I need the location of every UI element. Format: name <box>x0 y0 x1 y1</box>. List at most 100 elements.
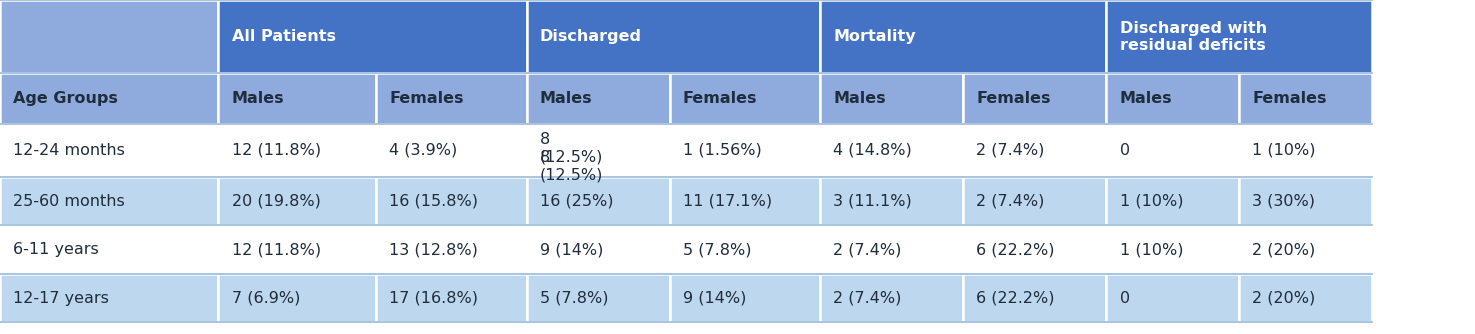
Bar <box>820 225 963 274</box>
Bar <box>1239 322 1372 334</box>
Bar <box>963 225 1106 274</box>
Bar <box>670 177 820 225</box>
Text: 25-60 months: 25-60 months <box>13 194 125 209</box>
Bar <box>376 73 527 124</box>
Text: 16 (15.8%): 16 (15.8%) <box>389 194 478 209</box>
Text: 7 (6.9%): 7 (6.9%) <box>232 291 299 306</box>
Bar <box>1106 124 1239 177</box>
Bar <box>527 322 670 334</box>
Text: Females: Females <box>683 91 758 106</box>
Bar <box>218 322 376 334</box>
Bar <box>0 225 218 274</box>
Bar <box>0 177 218 225</box>
Bar <box>527 124 670 177</box>
Bar <box>527 225 670 274</box>
Text: Females: Females <box>389 91 465 106</box>
Text: 1 (10%): 1 (10%) <box>1120 242 1183 257</box>
Bar <box>1239 225 1372 274</box>
Text: 11 (17.1%): 11 (17.1%) <box>683 194 771 209</box>
Text: All Patients: All Patients <box>232 29 336 44</box>
Text: 2 (7.4%): 2 (7.4%) <box>833 291 901 306</box>
Text: 0: 0 <box>1120 291 1130 306</box>
Bar <box>1106 225 1239 274</box>
Bar <box>218 274 376 322</box>
Bar <box>820 73 963 124</box>
Bar <box>670 73 820 124</box>
Text: Mortality: Mortality <box>833 29 916 44</box>
Text: 12-17 years: 12-17 years <box>13 291 109 306</box>
Text: 2 (20%): 2 (20%) <box>1252 291 1316 306</box>
Bar <box>527 177 670 225</box>
Bar <box>670 322 820 334</box>
Bar <box>670 274 820 322</box>
Text: 2 (20%): 2 (20%) <box>1252 242 1316 257</box>
Text: 9 (14%): 9 (14%) <box>540 242 603 257</box>
Text: 6-11 years: 6-11 years <box>13 242 99 257</box>
Bar <box>670 124 820 177</box>
Text: 1 (10%): 1 (10%) <box>1120 194 1183 209</box>
Bar <box>376 322 527 334</box>
Bar <box>1239 73 1372 124</box>
Bar <box>218 0 527 73</box>
Bar <box>527 0 820 73</box>
Text: 8
(12.5%): 8 (12.5%) <box>540 150 603 183</box>
Bar <box>1239 124 1372 177</box>
Text: 0: 0 <box>1120 143 1130 158</box>
Text: Age Groups: Age Groups <box>13 91 118 106</box>
Bar <box>0 73 218 124</box>
Text: 16 (25%): 16 (25%) <box>540 194 614 209</box>
Bar <box>1106 0 1372 73</box>
Bar <box>1106 177 1239 225</box>
Bar <box>527 274 670 322</box>
Text: 12-24 months: 12-24 months <box>13 143 125 158</box>
Text: Males: Males <box>540 91 593 106</box>
Bar <box>218 225 376 274</box>
Text: 2 (7.4%): 2 (7.4%) <box>976 194 1044 209</box>
Bar <box>0 0 218 73</box>
Text: 20 (19.8%): 20 (19.8%) <box>232 194 320 209</box>
Bar <box>820 322 963 334</box>
Text: 6 (22.2%): 6 (22.2%) <box>976 291 1055 306</box>
Text: 2 (7.4%): 2 (7.4%) <box>976 143 1044 158</box>
Bar <box>1106 73 1239 124</box>
Bar <box>376 274 527 322</box>
Text: 3 (11.1%): 3 (11.1%) <box>833 194 912 209</box>
Bar <box>1239 177 1372 225</box>
Bar <box>820 124 963 177</box>
Text: 12 (11.8%): 12 (11.8%) <box>232 242 320 257</box>
Text: 2 (7.4%): 2 (7.4%) <box>833 242 901 257</box>
Bar <box>1106 274 1239 322</box>
Text: 17 (16.8%): 17 (16.8%) <box>389 291 478 306</box>
Text: Males: Males <box>232 91 285 106</box>
Bar <box>0 274 218 322</box>
Text: 6 (22.2%): 6 (22.2%) <box>976 242 1055 257</box>
Bar <box>1106 322 1239 334</box>
Bar <box>376 225 527 274</box>
Bar <box>963 177 1106 225</box>
Text: 13 (12.8%): 13 (12.8%) <box>389 242 478 257</box>
Text: Males: Males <box>833 91 886 106</box>
Text: 5 (7.8%): 5 (7.8%) <box>540 291 608 306</box>
Bar <box>820 177 963 225</box>
Text: Males: Males <box>1120 91 1173 106</box>
Bar <box>963 124 1106 177</box>
Text: Discharged with
residual deficits: Discharged with residual deficits <box>1120 20 1267 53</box>
Bar <box>0 322 218 334</box>
Text: Females: Females <box>976 91 1052 106</box>
Bar <box>963 322 1106 334</box>
Bar <box>820 274 963 322</box>
Bar <box>0 124 218 177</box>
Bar <box>376 177 527 225</box>
Text: 3 (30%): 3 (30%) <box>1252 194 1316 209</box>
Bar <box>376 124 527 177</box>
Bar <box>527 73 670 124</box>
Bar <box>670 225 820 274</box>
Text: 1 (10%): 1 (10%) <box>1252 143 1316 158</box>
Bar <box>218 124 376 177</box>
Bar <box>218 177 376 225</box>
Bar <box>820 0 1106 73</box>
Text: 4 (3.9%): 4 (3.9%) <box>389 143 457 158</box>
Text: 12 (11.8%): 12 (11.8%) <box>232 143 320 158</box>
Text: Females: Females <box>1252 91 1328 106</box>
Bar <box>963 274 1106 322</box>
